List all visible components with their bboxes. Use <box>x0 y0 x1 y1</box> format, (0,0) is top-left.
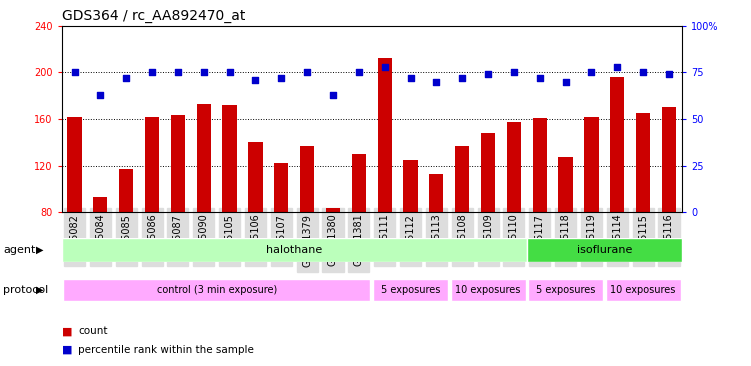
Text: GDS364 / rc_AA892470_at: GDS364 / rc_AA892470_at <box>62 9 245 23</box>
Bar <box>222 105 237 212</box>
Bar <box>559 157 573 212</box>
Bar <box>119 169 134 212</box>
Bar <box>300 146 314 212</box>
Bar <box>378 58 392 212</box>
Point <box>353 69 365 75</box>
Point <box>405 75 417 81</box>
Bar <box>145 117 159 212</box>
Point <box>68 69 80 75</box>
Point <box>224 69 236 75</box>
Point <box>586 69 598 75</box>
Point <box>301 69 313 75</box>
Bar <box>62 238 527 262</box>
Text: ■: ■ <box>62 344 72 355</box>
Point <box>508 69 520 75</box>
Bar <box>63 279 370 301</box>
Text: count: count <box>78 326 107 336</box>
Text: agent: agent <box>3 245 35 255</box>
Bar <box>403 160 418 212</box>
Point <box>559 79 572 85</box>
Bar <box>351 154 366 212</box>
Bar <box>610 77 624 212</box>
Point <box>663 71 675 77</box>
Bar <box>326 208 340 212</box>
Bar <box>662 107 676 212</box>
Bar <box>197 104 211 212</box>
Bar <box>455 146 469 212</box>
Text: halothane: halothane <box>266 245 322 255</box>
Bar <box>274 163 288 212</box>
Bar <box>527 238 682 262</box>
Point <box>95 92 107 98</box>
Bar <box>170 115 185 212</box>
Bar <box>584 117 599 212</box>
Point <box>637 69 649 75</box>
Point <box>249 77 261 83</box>
Bar <box>373 279 448 301</box>
Point <box>430 79 442 85</box>
Bar <box>68 117 82 212</box>
Text: 5 exposures: 5 exposures <box>536 285 596 295</box>
Point <box>534 75 546 81</box>
Point <box>172 69 184 75</box>
Text: ▶: ▶ <box>36 285 44 295</box>
Bar <box>532 118 547 212</box>
Point <box>120 75 132 81</box>
Bar <box>507 123 521 212</box>
Bar <box>430 174 444 212</box>
Bar <box>249 142 263 212</box>
Text: control (3 min exposure): control (3 min exposure) <box>156 285 277 295</box>
Point <box>276 75 288 81</box>
Bar <box>451 279 526 301</box>
Text: 10 exposures: 10 exposures <box>611 285 676 295</box>
Text: protocol: protocol <box>3 285 48 295</box>
Bar <box>605 279 680 301</box>
Bar <box>528 279 603 301</box>
Point <box>327 92 339 98</box>
Bar <box>636 113 650 212</box>
Text: ■: ■ <box>62 326 72 336</box>
Point <box>379 64 391 70</box>
Text: 10 exposures: 10 exposures <box>455 285 520 295</box>
Text: percentile rank within the sample: percentile rank within the sample <box>78 344 254 355</box>
Point <box>456 75 468 81</box>
Text: ▶: ▶ <box>36 245 44 255</box>
Text: 5 exposures: 5 exposures <box>381 285 440 295</box>
Point <box>146 69 158 75</box>
Point <box>611 64 623 70</box>
Point <box>198 69 210 75</box>
Point <box>482 71 494 77</box>
Bar <box>93 197 107 212</box>
Bar <box>481 133 495 212</box>
Text: isoflurane: isoflurane <box>577 245 632 255</box>
